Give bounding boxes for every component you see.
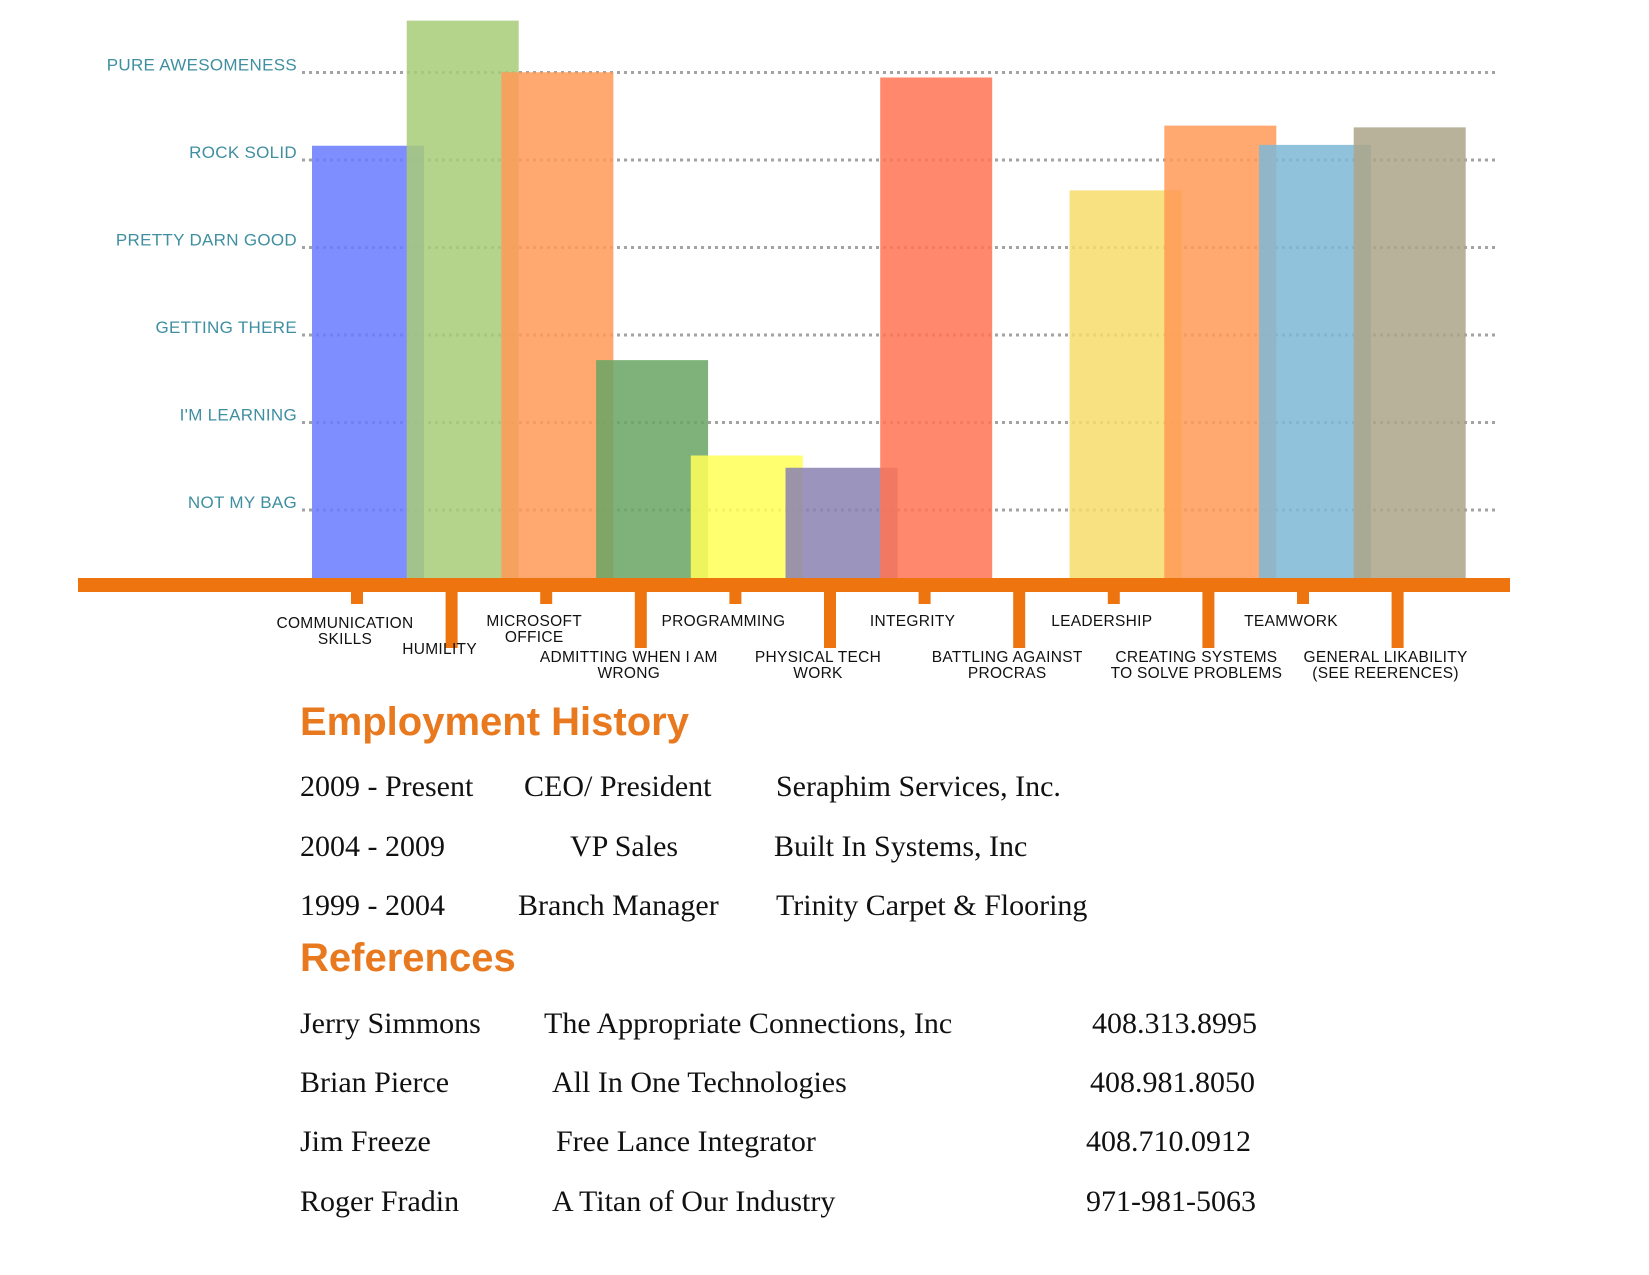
category-label-line: COMMUNICATION	[276, 615, 413, 632]
reference-company: A Titan of Our Industry	[552, 1185, 836, 1218]
category-label-line: CREATING SYSTEMS	[1115, 649, 1277, 666]
category-label: CREATING SYSTEMS TO SOLVE PROBLEMS	[1111, 649, 1283, 682]
category-label: PROGRAMMING	[661, 613, 785, 630]
reference-phone: 408.981.8050	[1090, 1066, 1255, 1099]
employment-company: Trinity Carpet & Flooring	[776, 889, 1088, 922]
category-label-line: ADMITTING WHEN I AM	[540, 649, 718, 666]
employment-years: 1999 - 2004	[300, 889, 445, 922]
category-label-line: TO SOLVE PROBLEMS	[1111, 665, 1283, 682]
category-label-line: TEAMWORK	[1244, 613, 1338, 630]
bar	[1069, 190, 1182, 578]
reference-company: The Appropriate Connections, Inc	[544, 1007, 953, 1040]
level-label: PURE AWESOMENESS	[107, 56, 297, 75]
category-label-line: PHYSICAL TECH	[755, 649, 881, 666]
level-label: GETTING THERE	[156, 318, 298, 337]
category-label: ADMITTING WHEN I AM WRONG	[540, 649, 718, 682]
employment-company: Seraphim Services, Inc.	[776, 770, 1061, 803]
employment-role: VP Sales	[570, 830, 679, 863]
category-label: COMMUNICATION SKILLS	[276, 615, 413, 648]
level-label: NOT MY BAG	[188, 493, 297, 512]
category-label-line: SKILLS	[318, 631, 372, 648]
bar	[596, 360, 709, 578]
axis-tick	[634, 590, 647, 648]
category-label-line: (SEE REERENCES)	[1312, 665, 1459, 682]
reference-phone: 408.313.8995	[1092, 1007, 1257, 1040]
reference-company: Free Lance Integrator	[556, 1125, 816, 1158]
employment-role: Branch Manager	[518, 889, 719, 922]
employment-years: 2009 - Present	[300, 770, 474, 803]
bar	[406, 20, 519, 578]
category-label-line: INTEGRITY	[870, 613, 955, 630]
bar	[690, 455, 803, 578]
axis-tick	[445, 590, 458, 648]
reference-company: All In One Technologies	[552, 1066, 847, 1099]
bar	[880, 77, 993, 578]
axis-tick	[1297, 590, 1309, 604]
category-label-line: MICROSOFT	[486, 613, 582, 630]
level-label: I'M LEARNING	[180, 406, 297, 425]
reference-name: Brian Pierce	[300, 1066, 450, 1099]
category-label-line: GENERAL LIKABILITY	[1303, 649, 1467, 666]
category-label: MICROSOFT OFFICE	[486, 613, 582, 646]
x-axis	[78, 578, 1510, 592]
level-label: ROCK SOLID	[189, 143, 297, 162]
category-label: HUMILITY	[402, 641, 477, 658]
axis-tick	[540, 590, 553, 604]
category-label-line: HUMILITY	[402, 641, 477, 658]
bar	[501, 72, 614, 578]
bar	[1353, 127, 1466, 578]
axis-tick	[351, 590, 363, 604]
reference-phone: 408.710.0912	[1086, 1125, 1251, 1158]
axis-tick	[1013, 590, 1026, 648]
category-label: BATTLING AGAINST PROCRAS	[932, 649, 1083, 682]
employment-history-title: Employment History	[300, 700, 689, 744]
category-label-line: PROGRAMMING	[661, 613, 785, 630]
category-label: TEAMWORK	[1244, 613, 1338, 630]
bar	[785, 467, 898, 578]
reference-name: Jerry Simmons	[300, 1007, 481, 1040]
category-label-line: LEADERSHIP	[1051, 613, 1152, 630]
reference-phone: 971-981-5063	[1086, 1185, 1256, 1218]
employment-role: CEO/ President	[524, 770, 712, 803]
axis-tick	[1107, 590, 1120, 604]
reference-name: Jim Freeze	[300, 1125, 431, 1158]
category-label-line: PROCRAS	[968, 665, 1047, 682]
axis-tick	[1202, 590, 1215, 648]
axis-tick	[729, 590, 742, 604]
bar	[312, 145, 424, 578]
category-label-line: WORK	[793, 665, 843, 682]
reference-name: Roger Fradin	[300, 1185, 460, 1218]
category-label: INTEGRITY	[870, 613, 955, 630]
category-label-line: OFFICE	[505, 629, 564, 646]
category-label-line: BATTLING AGAINST	[932, 649, 1083, 666]
category-label: LEADERSHIP	[1051, 613, 1152, 630]
bar	[1259, 144, 1371, 578]
axis-tick	[918, 590, 931, 604]
level-label: PRETTY DARN GOOD	[116, 231, 297, 250]
references-title: References	[300, 936, 516, 980]
bar	[1164, 125, 1277, 578]
category-label: GENERAL LIKABILITY (SEE REERENCES)	[1303, 649, 1467, 682]
axis-tick	[1391, 590, 1404, 648]
employment-years: 2004 - 2009	[300, 830, 445, 863]
category-label-line: WRONG	[597, 665, 660, 682]
axis-tick	[824, 590, 836, 648]
employment-company: Built In Systems, Inc	[774, 830, 1028, 863]
skills-chart: NOT MY BAG I'M LEARNING GETTING THERE PRETT…	[78, 20, 1510, 682]
category-label: PHYSICAL TECH WORK	[755, 649, 881, 682]
